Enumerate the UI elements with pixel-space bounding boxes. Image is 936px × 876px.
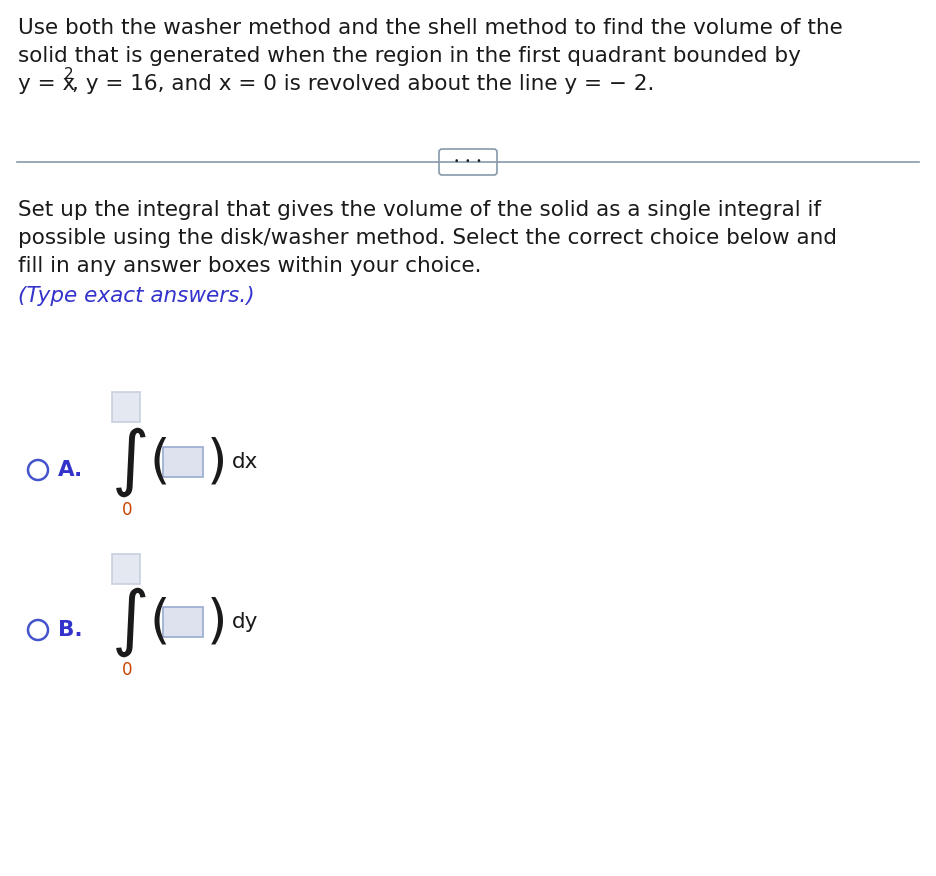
Text: •  •  •: • • •: [454, 158, 482, 166]
Text: y = x: y = x: [18, 74, 75, 94]
FancyBboxPatch shape: [439, 149, 497, 175]
Text: dy: dy: [232, 612, 258, 632]
Text: (: (: [150, 596, 170, 648]
FancyBboxPatch shape: [112, 554, 140, 584]
Text: possible using the disk/washer method. Select the correct choice below and: possible using the disk/washer method. S…: [18, 228, 837, 248]
FancyBboxPatch shape: [163, 607, 203, 637]
Text: ∫: ∫: [112, 587, 150, 657]
Text: (Type exact answers.): (Type exact answers.): [18, 286, 255, 306]
FancyBboxPatch shape: [163, 447, 203, 477]
Text: 0: 0: [122, 501, 133, 519]
Text: Use both the washer method and the shell method to find the volume of the: Use both the washer method and the shell…: [18, 18, 842, 38]
Text: solid that is generated when the region in the first quadrant bounded by: solid that is generated when the region …: [18, 46, 801, 66]
Text: ): ): [207, 436, 227, 488]
Text: B.: B.: [58, 620, 82, 640]
Text: fill in any answer boxes within your choice.: fill in any answer boxes within your cho…: [18, 256, 481, 276]
Text: 2: 2: [64, 67, 74, 82]
Text: , y = 16, and x = 0 is revolved about the line y = − 2.: , y = 16, and x = 0 is revolved about th…: [72, 74, 654, 94]
Text: Set up the integral that gives the volume of the solid as a single integral if: Set up the integral that gives the volum…: [18, 200, 821, 220]
Text: (: (: [150, 436, 170, 488]
Text: 0: 0: [122, 661, 133, 679]
FancyBboxPatch shape: [112, 392, 140, 422]
Text: A.: A.: [58, 460, 83, 480]
Text: ): ): [207, 596, 227, 648]
Text: dx: dx: [232, 452, 258, 472]
Text: ∫: ∫: [112, 427, 150, 497]
